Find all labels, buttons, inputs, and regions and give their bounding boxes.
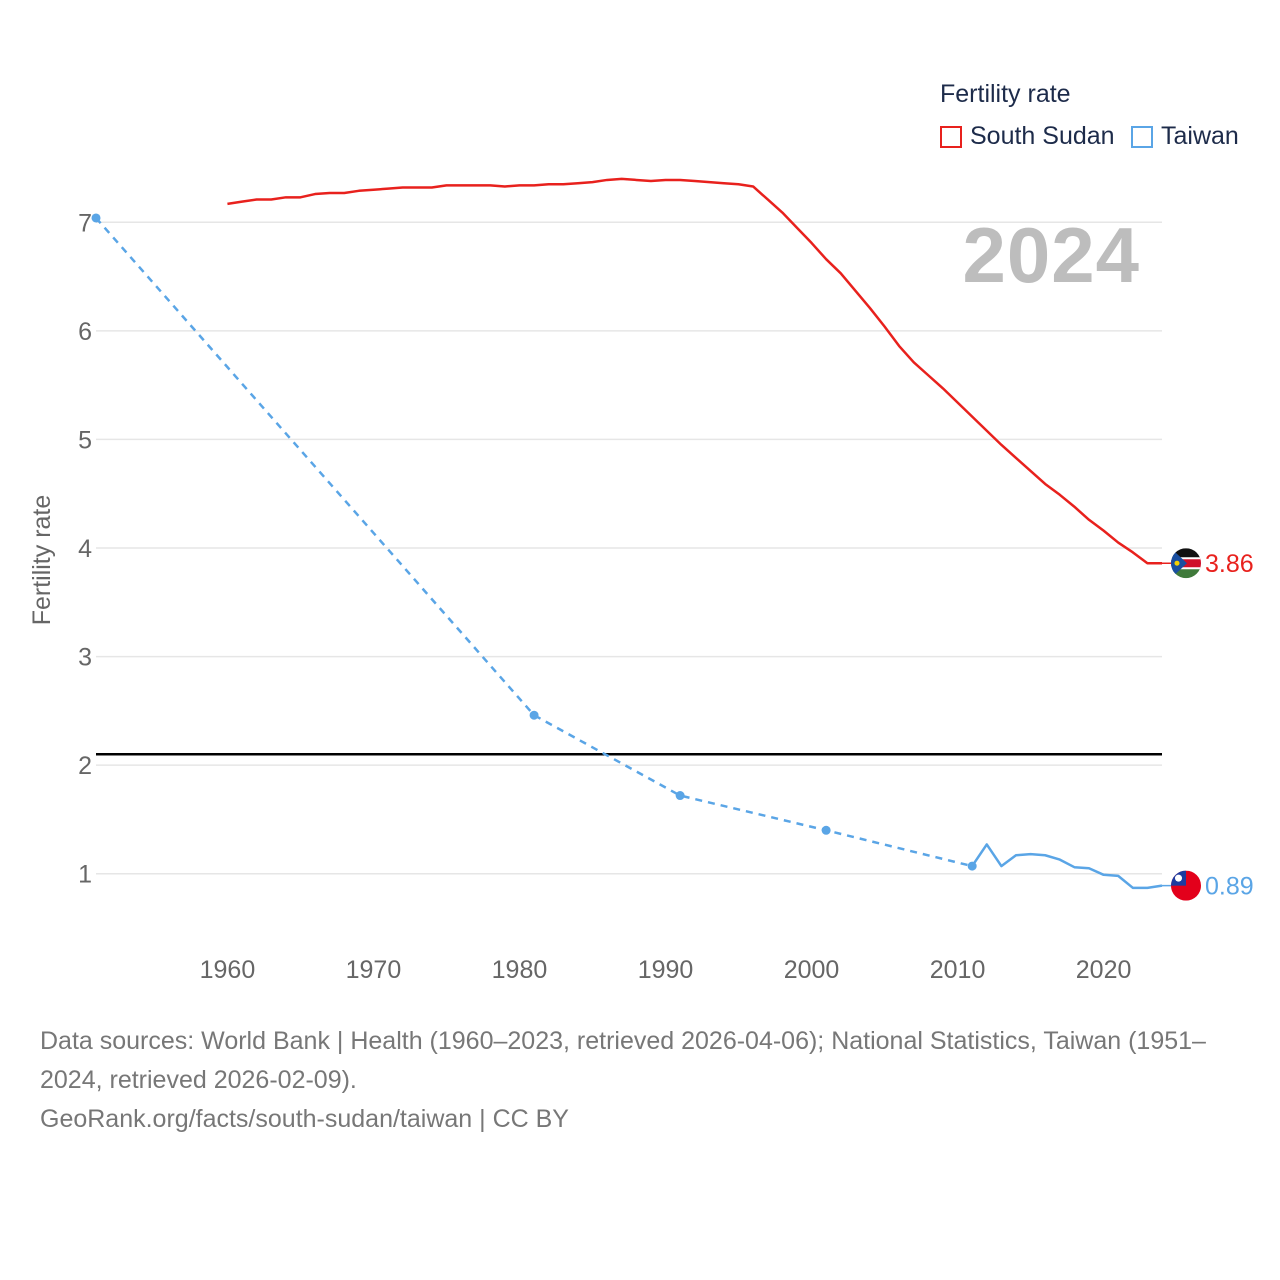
legend-title: Fertility rate [940, 80, 1071, 108]
taiwan-point-1951 [91, 213, 101, 223]
taiwan-point-2011 [967, 861, 977, 871]
taiwan-point-1991 [675, 791, 685, 801]
series-line-taiwan-solid [971, 843, 1163, 890]
footer: Data sources: World Bank | Health (1960–… [40, 1022, 1250, 1139]
x-tick-label-1960: 1960 [200, 956, 256, 984]
x-tick-label-1970: 1970 [346, 956, 402, 984]
y-tick-label-2: 2 [78, 752, 92, 780]
credit-link[interactable]: GeoRank.org/facts/south-sudan/taiwan | C… [40, 1105, 569, 1133]
y-tick-label-7: 7 [78, 209, 92, 237]
y-tick-label-4: 4 [78, 535, 92, 563]
grid-lines [96, 221, 1162, 875]
x-tick-label-2000: 2000 [784, 956, 840, 984]
x-tick-label-1980: 1980 [492, 956, 548, 984]
y-axis-label: Fertility rate [28, 495, 56, 626]
x-tick-label-1990: 1990 [638, 956, 694, 984]
legend-label-taiwan: Taiwan [1161, 122, 1239, 150]
taiwan-value-label: 0.89 [1205, 873, 1254, 901]
x-tick-label-2020: 2020 [1076, 956, 1132, 984]
legend-item-south-sudan[interactable]: South Sudan [940, 122, 1115, 151]
south-sudan-value-label: 3.86 [1205, 550, 1254, 578]
y-tick-label-3: 3 [78, 644, 92, 672]
y-tick-label-1: 1 [78, 861, 92, 889]
data-sources-text: Data sources: World Bank | Health (1960–… [40, 1027, 1206, 1094]
legend-label-south-sudan: South Sudan [970, 122, 1115, 150]
legend-swatch-taiwan [1131, 125, 1153, 148]
series-line-south-sudan [227, 177, 1162, 565]
taiwan-point-2001 [821, 825, 831, 835]
x-tick-label-2010: 2010 [930, 956, 986, 984]
series-line-taiwan-dashed [95, 217, 973, 868]
y-tick-label-5: 5 [78, 426, 92, 454]
end-markers: 3.86 0.89 [1162, 548, 1254, 901]
taiwan-flag-icon [1171, 870, 1201, 901]
south-sudan-flag-icon [1171, 548, 1201, 579]
series-group [95, 177, 1163, 890]
x-axis-ticks: 1960 1970 1980 1990 2000 2010 2020 [200, 956, 1132, 984]
legend-swatch-south-sudan [940, 125, 962, 148]
marker-group [91, 213, 977, 871]
y-axis-ticks: 1 2 3 4 5 6 7 [78, 209, 92, 888]
y-tick-label-6: 6 [78, 318, 92, 346]
legend-item-taiwan[interactable]: Taiwan [1131, 122, 1239, 151]
taiwan-point-1981 [529, 710, 539, 720]
current-year-label: 2024 [962, 211, 1140, 299]
